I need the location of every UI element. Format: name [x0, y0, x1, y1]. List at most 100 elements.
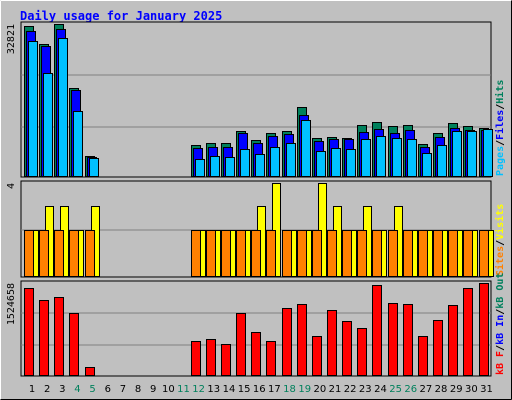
- bar-sites-day-15: [236, 230, 246, 277]
- legend-item-: /: [495, 140, 506, 146]
- bar-pages-day-14: [225, 157, 235, 177]
- bar-pages-day-19: [301, 120, 311, 177]
- bar-sites-day-1: [24, 230, 34, 277]
- bar-kb-f-day-31: [479, 283, 489, 376]
- bar-pages-day-21: [331, 148, 341, 177]
- legend-item-hits: Hits: [494, 80, 506, 104]
- x-label-day-1: 1: [29, 384, 35, 395]
- bar-pages-day-18: [286, 143, 296, 177]
- x-label-day-7: 7: [120, 384, 126, 395]
- bar-kb-f-day-14: [221, 344, 231, 376]
- bar-sites-day-31: [479, 230, 489, 277]
- bar-kb-f-day-22: [342, 321, 352, 376]
- panel-1-ymax-label: 32821: [6, 24, 17, 54]
- bar-pages-day-30: [467, 131, 477, 177]
- x-label-day-21: 21: [329, 384, 342, 395]
- bar-pages-day-28: [437, 145, 447, 177]
- bar-kb-f-day-27: [418, 336, 428, 376]
- bar-kb-f-day-5: [85, 367, 95, 376]
- bar-pages-day-24: [376, 136, 386, 177]
- x-label-day-6: 6: [105, 384, 111, 395]
- bar-kb-f-day-2: [39, 300, 49, 376]
- bar-sites-day-27: [418, 230, 428, 277]
- bar-kb-f-day-13: [206, 339, 216, 376]
- bar-pages-day-20: [316, 151, 326, 177]
- bar-sites-day-3: [54, 230, 64, 277]
- x-label-day-14: 14: [223, 384, 236, 395]
- legend-item-pages: Pages: [495, 146, 506, 176]
- x-label-day-15: 15: [238, 384, 251, 395]
- x-label-day-30: 30: [465, 384, 478, 395]
- bar-pages-day-1: [28, 41, 38, 177]
- x-axis-labels: 1 2 3 4 5 6 7 8 9 10 11 12 13 14 15 16 17 18 19 20 21 22 23 24 2…: [29, 384, 493, 395]
- panel-3-ymax-label: 1524658: [6, 283, 17, 325]
- legend-item-: /: [495, 345, 506, 351]
- x-label-day-29: 29: [450, 384, 463, 395]
- bar-kb-f-day-23: [357, 328, 367, 376]
- bar-pages-day-25: [392, 138, 402, 177]
- legend-item-kb-out: kB Out: [495, 273, 506, 309]
- x-label-day-8: 8: [135, 384, 141, 395]
- x-label-day-12: 12: [192, 384, 205, 395]
- bar-sites-day-16: [251, 230, 261, 277]
- x-label-day-22: 22: [344, 384, 357, 395]
- bar-kb-f-day-12: [191, 341, 201, 376]
- bar-kb-f-day-4: [69, 313, 79, 376]
- bar-sites-day-5: [85, 230, 95, 277]
- bar-sites-day-26: [403, 230, 413, 277]
- bar-pages-day-2: [43, 73, 53, 177]
- bar-sites-day-19: [297, 230, 307, 277]
- bar-pages-day-23: [361, 139, 371, 177]
- x-label-day-27: 27: [420, 384, 433, 395]
- x-label-day-19: 19: [298, 384, 311, 395]
- x-label-day-2: 2: [44, 384, 50, 395]
- x-label-day-18: 18: [283, 384, 296, 395]
- bar-kb-f-day-19: [297, 304, 307, 376]
- bar-kb-f-day-15: [236, 313, 246, 376]
- bar-pages-day-13: [210, 156, 220, 177]
- bar-pages-day-27: [422, 153, 432, 177]
- bar-sites-day-17: [266, 230, 276, 277]
- bar-sites-day-20: [312, 230, 322, 277]
- bar-sites-day-12: [191, 230, 201, 277]
- x-label-day-5: 5: [89, 384, 95, 395]
- bar-pages-day-16: [255, 154, 265, 177]
- bar-pages-day-4: [73, 111, 83, 177]
- bar-sites-day-22: [342, 230, 352, 277]
- bar-sites-day-13: [206, 230, 216, 277]
- bar-pages-day-17: [270, 147, 280, 177]
- bar-kb-f-day-24: [372, 285, 382, 376]
- bar-sites-day-21: [327, 230, 337, 277]
- bar-pages-day-31: [483, 129, 493, 177]
- bar-kb-f-day-18: [282, 308, 292, 376]
- bar-kb-f-day-21: [327, 310, 337, 376]
- panel-3-legend: kB F/kB In/kB Out: [495, 273, 506, 375]
- bar-kb-f-day-1: [24, 288, 34, 376]
- legend-item-: /: [495, 309, 506, 315]
- x-label-day-3: 3: [59, 384, 65, 395]
- bar-sites-day-29: [448, 230, 458, 277]
- legend-item-kb-f: kB F: [495, 351, 506, 375]
- bar-kb-f-day-3: [54, 297, 64, 376]
- bar-pages-day-29: [452, 131, 462, 177]
- bar-sites-day-4: [69, 230, 79, 277]
- legend-item-files: Files: [494, 110, 506, 140]
- bar-sites-day-23: [357, 230, 367, 277]
- legend-item-: /: [495, 104, 506, 110]
- x-label-day-17: 17: [268, 384, 281, 395]
- bar-sites-day-24: [372, 230, 382, 277]
- bar-sites-day-2: [39, 230, 49, 277]
- bar-pages-day-5: [89, 158, 99, 177]
- x-label-day-25: 25: [389, 384, 402, 395]
- bar-kb-f-day-20: [312, 336, 322, 376]
- x-label-day-13: 13: [207, 384, 220, 395]
- legend-item-: /: [495, 240, 506, 246]
- bar-pages-day-26: [407, 139, 417, 177]
- panel-2-ymax-label: 4: [6, 183, 17, 189]
- x-label-day-10: 10: [162, 384, 175, 395]
- x-label-day-4: 4: [74, 384, 80, 395]
- chart-title: Daily usage for January 2025: [20, 9, 222, 23]
- bar-sites-day-30: [463, 230, 473, 277]
